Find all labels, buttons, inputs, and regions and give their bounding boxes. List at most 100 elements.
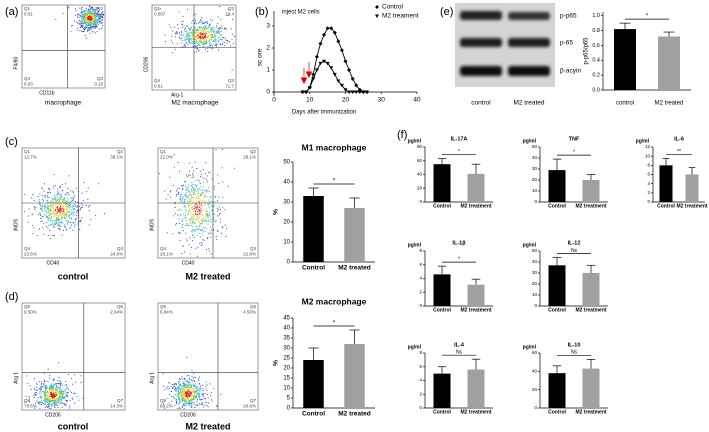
quadrant-name: Q4 — [160, 246, 167, 251]
event-dot — [179, 223, 180, 224]
event-dot — [179, 394, 180, 395]
event-dot — [40, 215, 41, 216]
event-dot — [201, 242, 202, 243]
event-dot — [195, 39, 196, 40]
event-dot — [200, 26, 201, 27]
event-dot — [233, 43, 234, 44]
event-dot — [213, 40, 214, 41]
y-tick-label: 60 — [417, 158, 423, 163]
event-dot — [202, 211, 203, 212]
event-dot — [179, 407, 180, 408]
event-dot — [202, 36, 203, 37]
event-dot — [197, 206, 198, 207]
event-dot — [208, 248, 209, 249]
event-dot — [199, 403, 200, 404]
event-dot — [186, 174, 187, 175]
event-dot — [60, 381, 61, 382]
event-dot — [204, 210, 205, 211]
event-dot — [75, 393, 76, 394]
event-dot — [60, 223, 61, 224]
event-dot — [58, 385, 59, 386]
event-dot — [163, 386, 164, 387]
event-dot — [199, 389, 200, 390]
event-dot — [90, 219, 91, 220]
event-dot — [196, 200, 197, 201]
event-dot — [47, 209, 48, 210]
event-dot — [167, 232, 168, 233]
event-dot — [84, 182, 85, 183]
event-dot — [183, 218, 184, 219]
event-dot — [75, 222, 76, 223]
chart-title: M1 macrophage — [302, 142, 367, 152]
event-dot — [85, 35, 86, 36]
event-dot — [56, 205, 57, 206]
event-dot — [62, 214, 63, 215]
event-dot — [187, 402, 188, 403]
event-dot — [231, 28, 232, 29]
event-dot — [195, 219, 196, 220]
event-dot — [73, 197, 74, 198]
event-dot — [232, 34, 233, 35]
event-dot — [202, 218, 203, 219]
event-dot — [191, 403, 192, 404]
event-dot — [209, 213, 210, 214]
event-dot — [67, 208, 68, 209]
event-dot — [69, 217, 70, 218]
category-label: M2 treatment — [460, 307, 491, 313]
event-dot — [58, 383, 59, 384]
event-dot — [62, 407, 63, 408]
event-dot — [214, 189, 215, 190]
event-dot — [187, 176, 188, 177]
event-dot — [200, 219, 201, 220]
event-dot — [182, 185, 183, 186]
event-dot — [54, 225, 55, 226]
event-dot — [190, 407, 191, 408]
event-dot — [46, 401, 47, 402]
quadrant-name: Q3 — [228, 78, 235, 83]
event-dot — [186, 223, 187, 224]
event-dot — [204, 203, 205, 204]
event-dot — [67, 400, 68, 401]
event-dot — [62, 184, 63, 185]
event-dot — [95, 23, 96, 24]
event-dot — [193, 215, 194, 216]
event-dot — [197, 193, 198, 194]
significance-label: Ns — [571, 350, 578, 356]
event-dot — [45, 215, 46, 216]
y-tick-label: 3 — [266, 23, 270, 30]
event-dot — [200, 399, 201, 400]
event-dot — [185, 196, 186, 197]
event-dot — [54, 227, 55, 228]
event-dot — [212, 37, 213, 38]
event-dot — [189, 41, 190, 42]
event-dot — [222, 149, 223, 150]
y-tick-label: 4 — [419, 378, 422, 383]
y-tick-label: 80 — [417, 144, 423, 149]
event-dot — [41, 208, 42, 209]
event-dot — [187, 44, 188, 45]
event-dot — [69, 209, 70, 210]
event-dot — [60, 401, 61, 402]
event-dot — [171, 36, 172, 37]
event-dot — [186, 207, 187, 208]
event-dot — [170, 190, 171, 191]
event-dot — [80, 209, 81, 210]
event-dot — [232, 19, 233, 20]
y-axis-label: % — [273, 360, 280, 366]
event-dot — [42, 195, 43, 196]
event-dot — [66, 192, 67, 193]
event-dot — [196, 46, 197, 47]
event-dot — [34, 389, 35, 390]
event-dot — [210, 34, 211, 35]
y-axis-label: pg/ml — [408, 242, 422, 248]
event-dot — [60, 215, 61, 216]
flow-plot — [158, 303, 258, 410]
event-dot — [66, 212, 67, 213]
x-axis-label: CD206 — [45, 412, 61, 418]
data-point — [347, 68, 351, 72]
event-dot — [186, 224, 187, 225]
event-dot — [67, 223, 68, 224]
event-dot — [169, 388, 170, 389]
event-dot — [68, 220, 69, 221]
event-dot — [189, 42, 190, 43]
